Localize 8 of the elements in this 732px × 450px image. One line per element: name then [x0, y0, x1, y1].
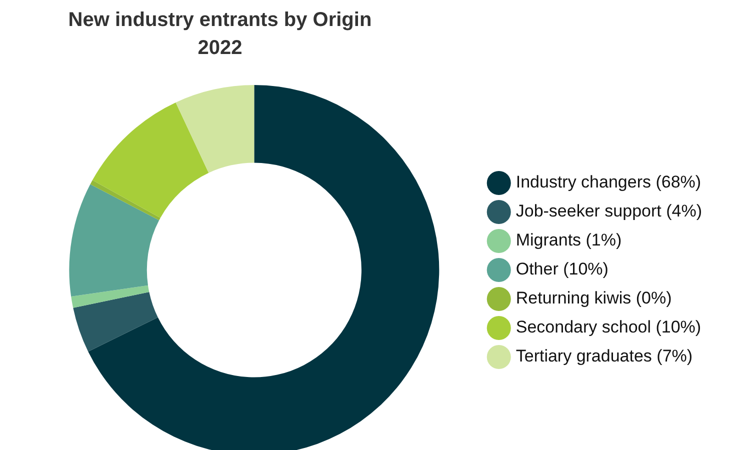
legend-label: Job-seeker support (4%) — [516, 202, 702, 221]
legend-label: Other (10%) — [516, 260, 608, 279]
chart-title: New industry entrants by Origin 2022 — [67, 8, 373, 61]
legend-label: Migrants (1%) — [516, 230, 622, 250]
legend-label: Tertiary graduates (7%) — [516, 346, 693, 366]
legend-label: Returning kiwis (0%) — [516, 288, 672, 308]
legend-label: Industry changers (68%) — [516, 172, 702, 192]
legend-label: Secondary school (10%) — [516, 318, 702, 337]
